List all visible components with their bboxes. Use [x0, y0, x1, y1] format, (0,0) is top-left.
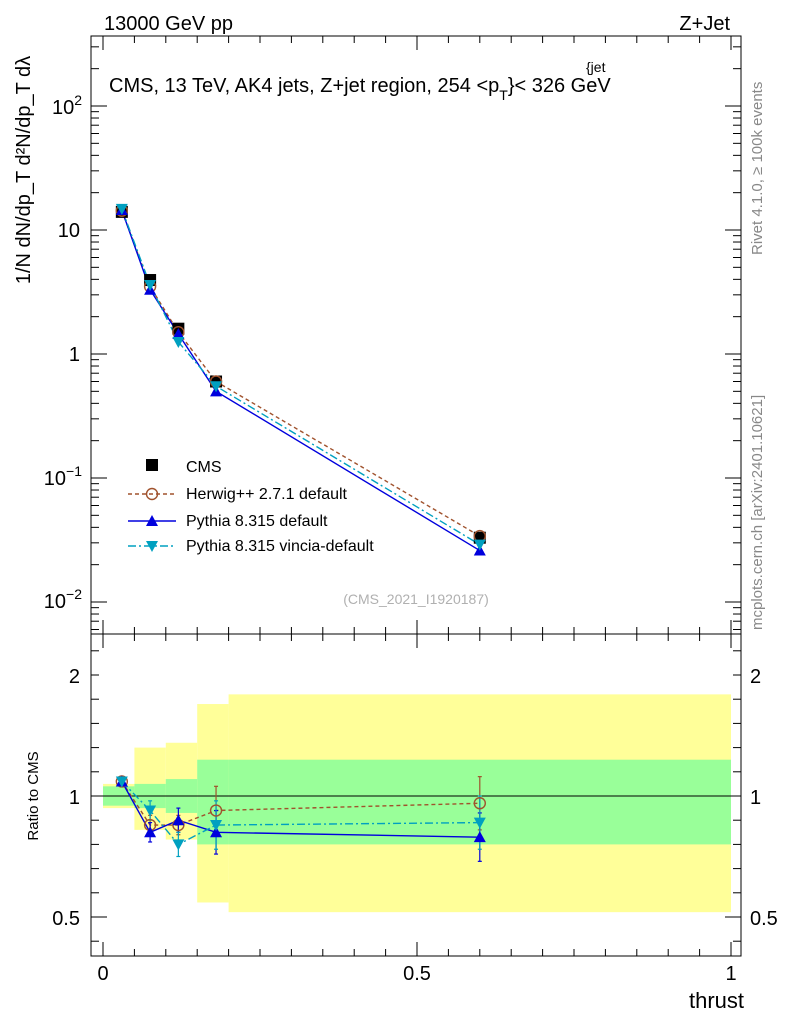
- y-axis-label-text: 1/N dN/dp_T d²N/dp_T dλ: [13, 56, 35, 284]
- x-tick-label-0.5: 0.5: [403, 963, 431, 985]
- y-tick-label-1: 1: [69, 344, 80, 366]
- main-point-series-3: [115, 203, 128, 215]
- header-left: 13000 GeV pp: [104, 13, 233, 35]
- plot-title-end: }< 326 GeV: [508, 75, 612, 97]
- y-tick-label-100: 102: [52, 92, 82, 119]
- legend-label-cms: CMS: [186, 459, 222, 476]
- legend-label-pythia: Pythia 8.315 default: [186, 513, 328, 530]
- main-series-markers: [115, 203, 486, 556]
- legend-label-herwig: Herwig++ 2.7.1 default: [186, 486, 348, 503]
- ratio-tick-right-2: 2: [750, 666, 761, 688]
- x-tick-label-1: 1: [725, 963, 736, 985]
- ratio-y-axis-label: Ratio to CMS: [25, 751, 42, 840]
- x-tick-label-0: 0: [97, 963, 108, 985]
- ratio-point-series-2: [473, 831, 486, 843]
- ratio-tick-left-0.5: 0.5: [52, 908, 80, 930]
- ratio-tick-right-0.5: 0.5: [750, 908, 778, 930]
- ratio-point-series-1: [473, 797, 486, 810]
- main-axis-ticks: [91, 36, 741, 634]
- main-point-series-2: [172, 327, 185, 339]
- y-tick-label-0.01: 10−2: [44, 586, 82, 613]
- main-point-series-3: [210, 381, 223, 393]
- side-label-mcplots: mcplots.cern.ch [arXiv:2401.10621]: [749, 395, 766, 630]
- ratio-band-stat: [197, 759, 229, 845]
- plot-title: CMS, 13 TeV, AK4 jets, Z+jet region, 254…: [109, 75, 611, 103]
- ratio-point-series-1: [209, 804, 223, 817]
- ratio-uncertainty-bands: [103, 694, 731, 913]
- x-axis-label: thrust: [689, 988, 744, 1013]
- main-y-axis-label: 1/N dN/dp_T d²N/dp_T dλ: [13, 56, 35, 284]
- ratio-point-series-3: [210, 820, 223, 832]
- legend-marker-vincia: [146, 541, 158, 552]
- ratio-point-series-3: [473, 817, 486, 829]
- ratio-point-series-3: [144, 805, 157, 817]
- main-point-series-3: [172, 336, 185, 348]
- side-label-rivet-text: Rivet 4.1.0, ≥ 100k events: [749, 82, 766, 255]
- ratio-y-axis-label-text: Ratio to CMS: [25, 751, 42, 840]
- plot-title-sub: T: [499, 87, 508, 103]
- ratio-tick-left-2: 2: [69, 666, 80, 688]
- y-tick-label-10: 10: [58, 220, 80, 242]
- legend-marker-pythia: [146, 515, 158, 526]
- ratio-point-series-2: [210, 826, 223, 838]
- legend: CMS Herwig++ 2.7.1 default Pythia 8.315 …: [128, 459, 374, 555]
- ratio-axis-ticks: [91, 634, 741, 956]
- header-right: Z+Jet: [679, 13, 730, 35]
- legend-label-vincia: Pythia 8.315 vincia-default: [186, 538, 374, 555]
- ratio-point-series-3: [172, 839, 185, 851]
- side-label-rivet: Rivet 4.1.0, ≥ 100k events: [749, 82, 766, 255]
- x-tick-labels: 0 0.5 1: [97, 963, 736, 985]
- plot-title-main: CMS, 13 TeV, AK4 jets, Z+jet region, 254…: [109, 75, 499, 97]
- ratio-y-tick-labels: 2 1 0.5 2 1 0.5: [52, 666, 778, 930]
- legend-marker-herwig: [145, 487, 159, 501]
- ratio-series-markers: [115, 775, 486, 851]
- side-label-mcplots-text: mcplots.cern.ch [arXiv:2401.10621]: [749, 395, 766, 630]
- plot-title-sup: {jet: [586, 59, 606, 75]
- ratio-tick-left-1: 1: [69, 787, 80, 809]
- ratio-plot-frame: [90, 633, 742, 957]
- ratio-point-series-3: [115, 776, 128, 788]
- ratio-tick-right-1: 1: [750, 787, 761, 809]
- ratio-point-series-2: [172, 814, 185, 826]
- analysis-watermark: (CMS_2021_I1920187): [343, 591, 489, 607]
- main-y-tick-labels: 102 10 1 10−1 10−2: [44, 92, 82, 613]
- ratio-point-series-2: [144, 826, 157, 838]
- legend-marker-cms: [146, 459, 158, 471]
- main-point-series-3: [144, 280, 157, 292]
- y-tick-label-0.1: 10−1: [44, 463, 82, 490]
- main-point-series-3: [473, 539, 486, 551]
